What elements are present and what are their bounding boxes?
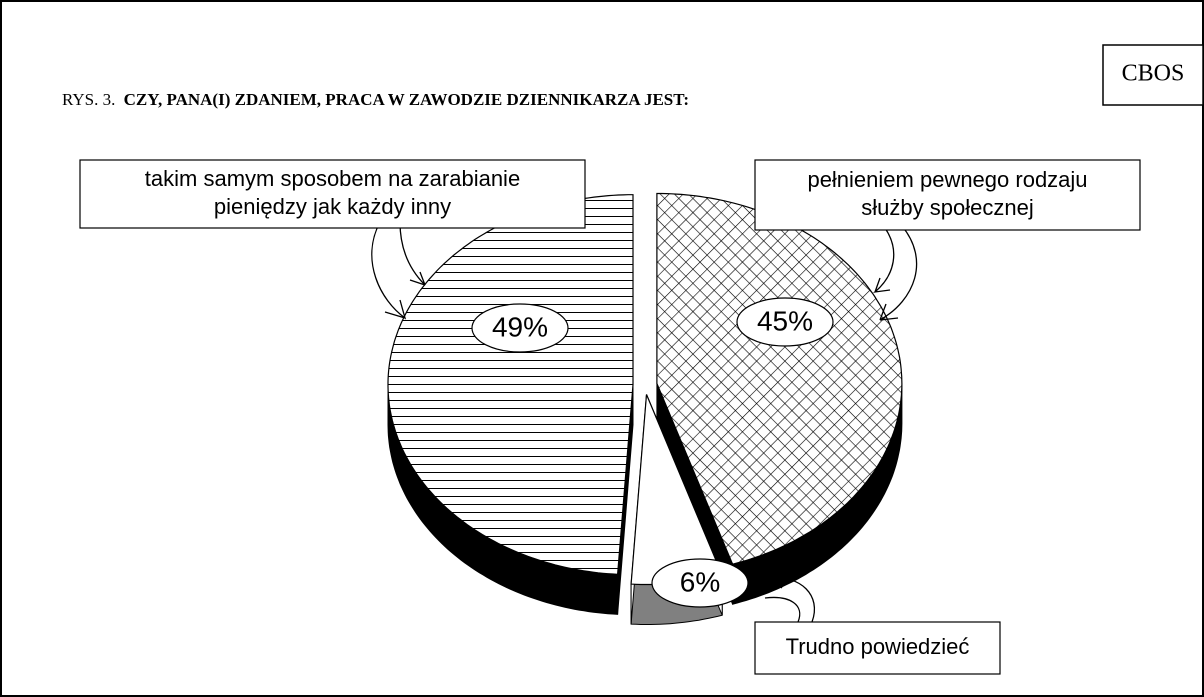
value-label: 6% xyxy=(680,566,720,597)
category-box xyxy=(754,621,1001,675)
chart-title: RYS. 3. CZY, PANA(I) ZDANIEM, PRACA W ZA… xyxy=(62,90,689,109)
value-label-bg xyxy=(651,558,749,608)
source: CBOS xyxy=(1122,61,1185,87)
value-label: 45% xyxy=(757,305,813,336)
category-label: Trudno powiedzieć xyxy=(786,634,970,659)
category-box xyxy=(79,159,586,229)
title-text: CZY, PANA(I) ZDANIEM, PRACA W ZAWODZIE D… xyxy=(124,90,689,109)
category-label: pełnieniem pewnego rodzaju xyxy=(807,167,1087,192)
source-box xyxy=(1102,44,1204,106)
arrows xyxy=(371,221,918,623)
category-label: pieniędzy jak każdy inny xyxy=(214,194,451,219)
figure-label: RYS. 3. xyxy=(62,90,115,109)
value-label-bg xyxy=(471,303,569,353)
category-box xyxy=(754,159,1141,231)
value-label-bg xyxy=(736,297,834,347)
pie xyxy=(387,192,903,625)
category-label: takim samym sposobem na zarabianie xyxy=(145,166,520,191)
value-label: 49% xyxy=(492,311,548,342)
category-label: służby społecznej xyxy=(861,195,1033,220)
